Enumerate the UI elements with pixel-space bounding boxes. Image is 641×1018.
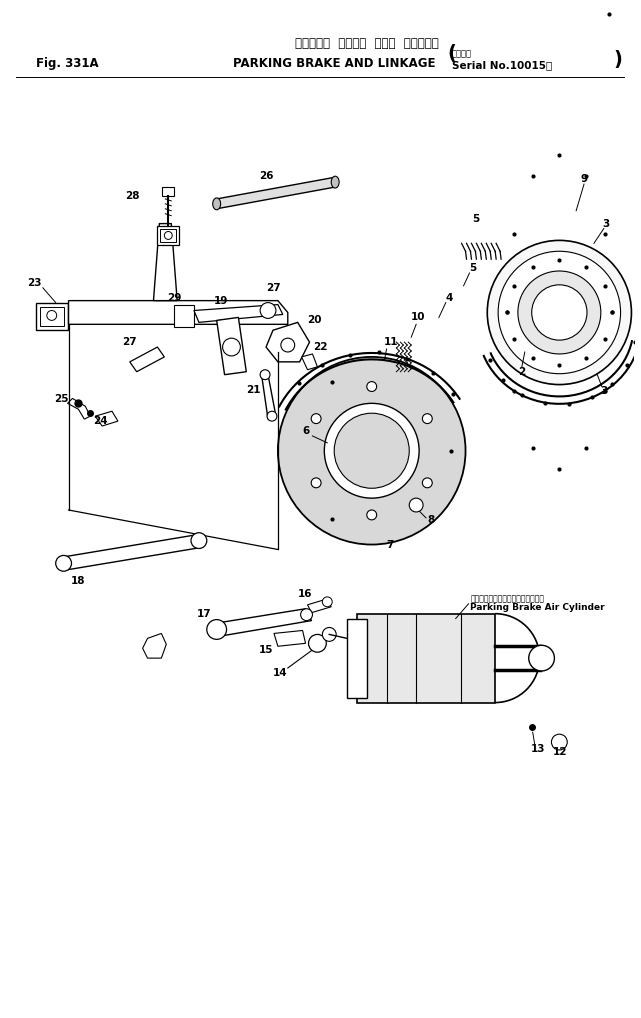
Circle shape [487, 240, 631, 385]
Text: 27: 27 [265, 283, 280, 293]
Circle shape [191, 532, 207, 549]
Circle shape [281, 338, 295, 352]
Circle shape [260, 370, 270, 380]
Bar [357, 614, 495, 702]
Text: パーキング  ブレーキ  および  リンケージ: パーキング ブレーキ および リンケージ [295, 38, 438, 50]
Text: PARKING BRAKE AND LINKAGE: PARKING BRAKE AND LINKAGE [233, 57, 436, 70]
Text: 2: 2 [518, 366, 526, 377]
Bar [158, 226, 179, 245]
Text: 適用号機: 適用号機 [452, 49, 472, 58]
Circle shape [311, 477, 321, 488]
Circle shape [367, 382, 377, 392]
Text: 29: 29 [167, 292, 181, 302]
Text: 12: 12 [553, 747, 567, 757]
Polygon shape [217, 318, 246, 375]
Ellipse shape [213, 197, 221, 210]
Text: 5: 5 [469, 263, 476, 273]
Bar [36, 302, 67, 330]
Text: 4: 4 [445, 292, 453, 302]
Circle shape [177, 308, 191, 323]
Circle shape [207, 620, 226, 639]
Text: 25: 25 [54, 394, 69, 404]
Bar [162, 187, 174, 195]
Circle shape [367, 510, 377, 520]
Text: パーキングブレーキエアーシリンダ: パーキングブレーキエアーシリンダ [470, 595, 544, 604]
Text: 16: 16 [297, 589, 312, 599]
Text: 17: 17 [197, 609, 211, 619]
Polygon shape [308, 599, 331, 613]
Text: 3: 3 [602, 219, 610, 229]
Circle shape [324, 403, 419, 498]
Text: 15: 15 [259, 645, 273, 656]
Polygon shape [61, 534, 201, 570]
Circle shape [56, 556, 72, 571]
Text: 13: 13 [530, 744, 545, 754]
Bar [347, 619, 367, 697]
Text: 11: 11 [384, 337, 399, 347]
Circle shape [322, 597, 332, 607]
Text: 28: 28 [126, 191, 140, 201]
Text: 3: 3 [600, 387, 608, 396]
Text: 22: 22 [313, 342, 328, 352]
Text: 8: 8 [428, 515, 435, 525]
Circle shape [409, 498, 423, 512]
Circle shape [422, 477, 432, 488]
Circle shape [308, 634, 326, 653]
Circle shape [222, 338, 240, 356]
Circle shape [301, 609, 312, 621]
Circle shape [334, 413, 409, 489]
Text: 19: 19 [213, 295, 228, 305]
Polygon shape [261, 372, 276, 419]
Circle shape [422, 413, 432, 423]
Circle shape [47, 310, 56, 321]
Circle shape [260, 302, 276, 319]
Polygon shape [274, 630, 306, 646]
Text: Fig. 331A: Fig. 331A [36, 57, 99, 70]
Polygon shape [194, 304, 283, 323]
Text: 27: 27 [122, 337, 137, 347]
Polygon shape [174, 304, 194, 328]
Bar [40, 306, 63, 327]
Circle shape [531, 285, 587, 340]
Ellipse shape [331, 176, 339, 188]
Text: 23: 23 [27, 278, 41, 288]
Circle shape [498, 251, 620, 374]
Circle shape [311, 413, 321, 423]
Text: 9: 9 [581, 174, 588, 184]
Text: 24: 24 [93, 416, 108, 427]
Circle shape [267, 411, 277, 421]
Polygon shape [142, 633, 166, 658]
Bar [160, 228, 176, 242]
Text: Parking Brake Air Cylinder: Parking Brake Air Cylinder [470, 604, 605, 612]
Polygon shape [69, 300, 288, 325]
Polygon shape [153, 224, 177, 300]
Text: ): ) [613, 50, 622, 69]
Text: 20: 20 [307, 316, 322, 326]
Text: 6: 6 [302, 426, 309, 436]
Text: 18: 18 [71, 576, 86, 586]
Circle shape [551, 734, 567, 750]
Text: 10: 10 [411, 313, 426, 323]
Text: 14: 14 [272, 668, 287, 678]
Circle shape [278, 357, 465, 545]
Circle shape [322, 627, 336, 641]
Polygon shape [266, 323, 310, 361]
Polygon shape [213, 609, 312, 636]
Text: 5: 5 [472, 214, 479, 224]
Text: 21: 21 [246, 385, 260, 395]
Circle shape [529, 645, 554, 671]
Polygon shape [302, 354, 317, 370]
Circle shape [164, 231, 172, 239]
Text: 7: 7 [386, 540, 393, 550]
Text: Serial No.10015～: Serial No.10015～ [452, 61, 552, 70]
Text: (: ( [448, 44, 456, 63]
Polygon shape [129, 347, 164, 372]
Text: 26: 26 [259, 171, 273, 181]
Polygon shape [217, 177, 335, 209]
Circle shape [518, 271, 601, 354]
